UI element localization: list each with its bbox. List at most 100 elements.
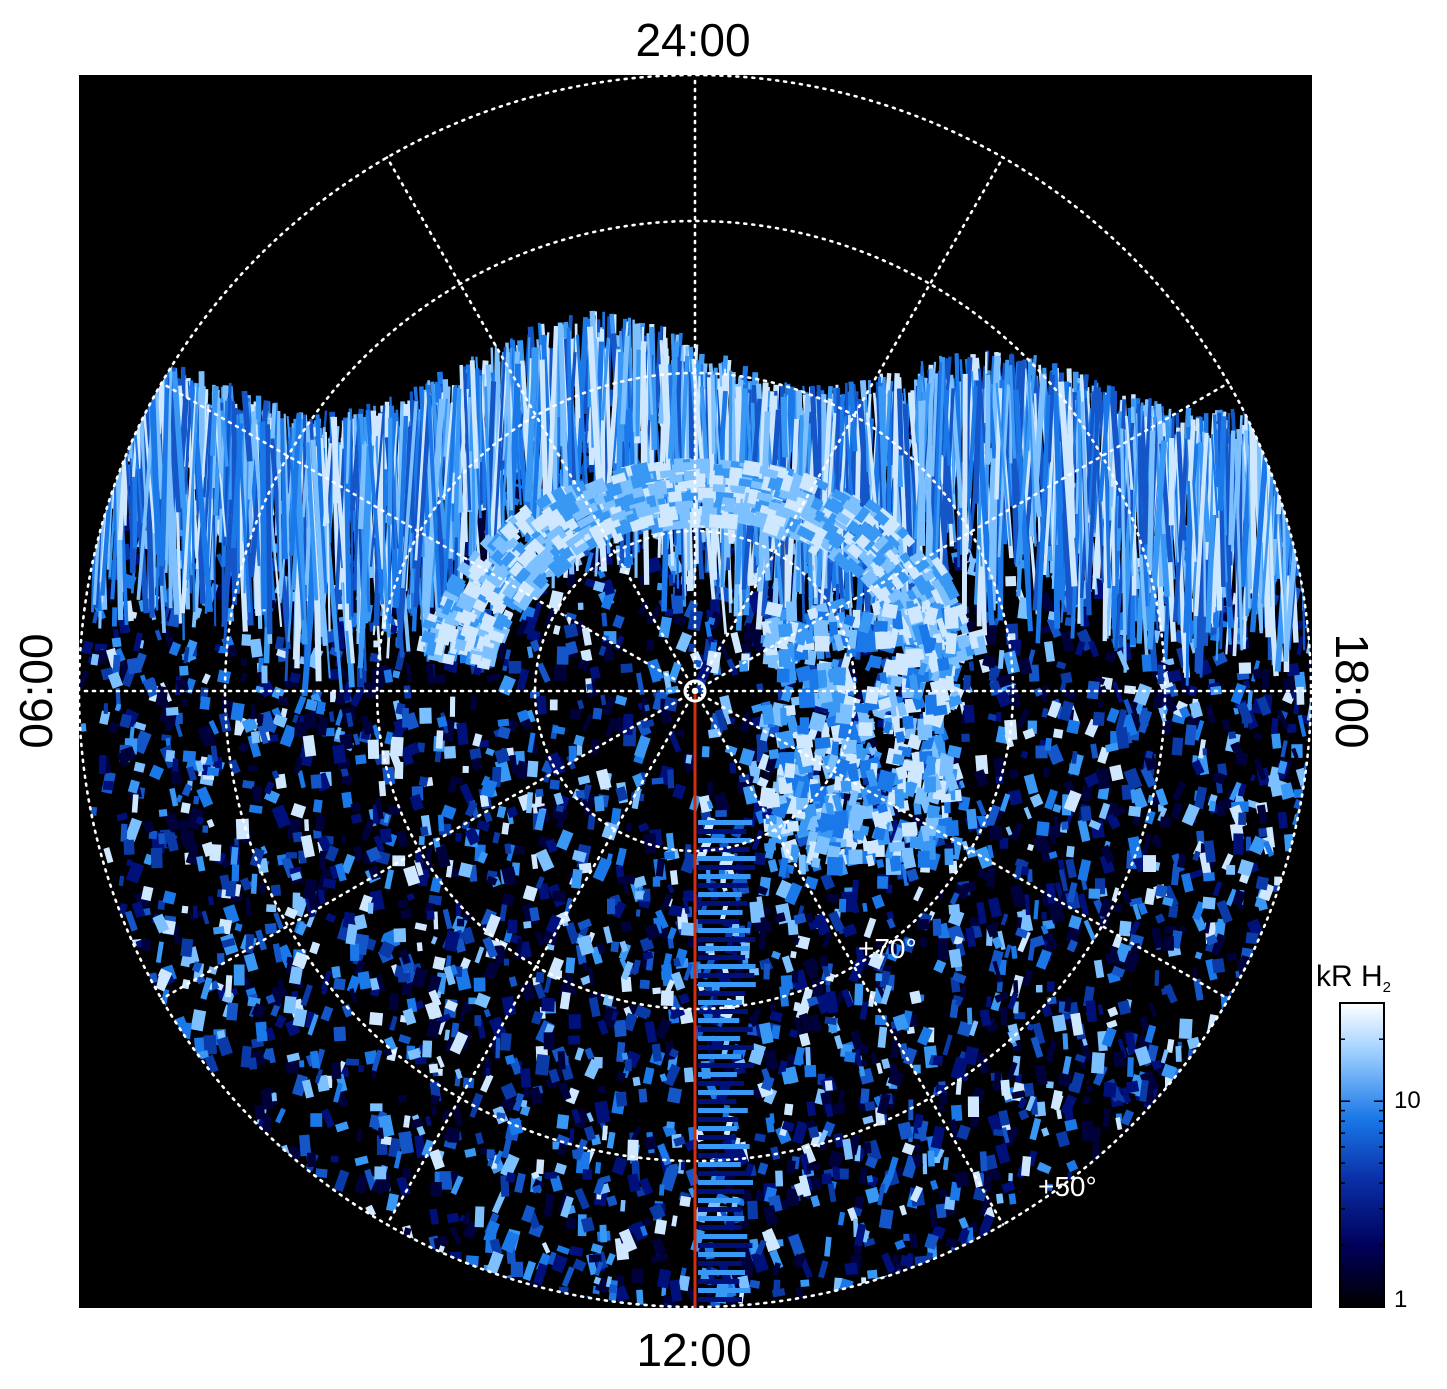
emission-pixel	[217, 669, 232, 684]
emission-pixel	[140, 939, 152, 952]
emission-pixel	[805, 1047, 811, 1067]
emission-pixel	[565, 957, 576, 974]
emission-pixel	[1221, 853, 1234, 871]
emission-pixel	[507, 919, 518, 934]
emission-pixel	[631, 1268, 644, 1284]
emission-pixel	[1286, 723, 1297, 733]
emission-pixel	[333, 1026, 347, 1042]
emission-pixel	[868, 655, 882, 669]
emission-pixel	[919, 937, 928, 948]
emission-pixel	[644, 1136, 658, 1151]
emission-pixel	[503, 958, 510, 966]
emission-pixel	[331, 966, 342, 979]
emission-pixel	[354, 754, 367, 765]
emission-pixel	[231, 864, 240, 882]
emission-pixel	[485, 1067, 491, 1076]
emission-pixel	[635, 909, 641, 917]
emission-pixel	[435, 730, 444, 749]
emission-pixel	[1243, 718, 1249, 728]
emission-pixel	[430, 1182, 443, 1197]
emission-pixel	[330, 691, 336, 703]
emission-pixel	[1013, 980, 1019, 994]
emission-pixel	[389, 736, 404, 757]
emission-pixel	[785, 1159, 796, 1174]
emission-pixel	[1238, 812, 1247, 826]
emission-pixel	[369, 1012, 384, 1026]
emission-pixel	[1216, 800, 1226, 817]
emission-pixel	[199, 696, 211, 710]
emission-pixel	[651, 777, 664, 785]
emission-pixel	[584, 1047, 595, 1060]
emission-pixel	[319, 850, 327, 870]
emission-pixel	[330, 1155, 339, 1163]
emission-pixel	[226, 1002, 239, 1021]
emission-pixel	[1307, 660, 1311, 678]
emission-pixel	[431, 1105, 437, 1116]
emission-pixel	[975, 1052, 991, 1075]
emission-pixel	[495, 1037, 501, 1059]
emission-pixel	[555, 804, 564, 813]
emission-pixel	[1045, 1039, 1058, 1063]
emission-pixel	[989, 825, 1003, 841]
emission-pixel	[181, 905, 189, 914]
emission-pixel	[264, 922, 278, 935]
emission-pixel	[544, 1171, 557, 1180]
emission-pixel	[508, 660, 522, 674]
emission-pixel	[955, 1078, 963, 1095]
emission-pixel	[639, 979, 650, 990]
emission-pixel	[985, 996, 992, 1008]
emission-pixel	[557, 1051, 566, 1070]
emission-pixel	[620, 663, 633, 674]
emission-pixel	[1168, 904, 1179, 918]
emission-pixel	[225, 880, 237, 897]
emission-pixel	[120, 823, 128, 842]
emission-pixel	[361, 818, 375, 841]
emission-pixel	[399, 745, 415, 766]
emission-pixel	[975, 754, 989, 775]
emission-pixel	[552, 1141, 561, 1150]
emission-pixel	[1125, 1080, 1140, 1094]
emission-pixel	[556, 1114, 570, 1130]
emission-pixel	[610, 941, 620, 953]
emission-pixel	[922, 1153, 928, 1175]
emission-pixel	[1141, 653, 1153, 672]
emission-pixel	[304, 819, 310, 832]
emission-pixel	[525, 709, 536, 723]
emission-pixel	[1085, 1000, 1098, 1023]
emission-pixel	[963, 674, 971, 692]
emission-pixel	[1008, 1193, 1017, 1205]
emission-pixel	[402, 707, 409, 728]
emission-pixel	[966, 808, 978, 830]
emission-pixel	[963, 704, 975, 724]
emission-pixel	[638, 1088, 648, 1103]
emission-pixel	[927, 1150, 935, 1167]
emission-pixel	[841, 793, 851, 805]
emission-pixel	[393, 928, 407, 943]
emission-pixel	[821, 1173, 832, 1185]
emission-pixel	[1271, 733, 1282, 749]
emission-pixel	[615, 865, 625, 878]
emission-pixel	[248, 1057, 258, 1070]
emission-pixel	[575, 790, 585, 799]
emission-pixel	[192, 905, 198, 919]
emission-pixel	[474, 1206, 485, 1228]
emission-pixel	[241, 634, 252, 646]
emission-pixel	[1090, 1052, 1106, 1074]
emission-pixel	[345, 1058, 360, 1066]
emission-pixel	[747, 1200, 759, 1220]
emission-pixel	[908, 1099, 914, 1121]
emission-pixel	[862, 1142, 872, 1154]
emission-pixel	[474, 1015, 482, 1027]
emission-pixel	[1005, 576, 1017, 587]
emission-pixel	[449, 696, 456, 717]
emission-pixel	[1001, 1180, 1016, 1194]
emission-pixel	[180, 802, 191, 814]
emission-pixel	[1000, 1079, 1011, 1096]
emission-pixel	[486, 1149, 495, 1159]
emission-pixel	[310, 1113, 323, 1127]
emission-pixel	[1103, 1081, 1117, 1098]
emission-pixel	[541, 997, 555, 1012]
emission-pixel	[462, 765, 469, 773]
emission-pixel	[80, 723, 87, 732]
emission-pixel	[374, 1166, 387, 1180]
